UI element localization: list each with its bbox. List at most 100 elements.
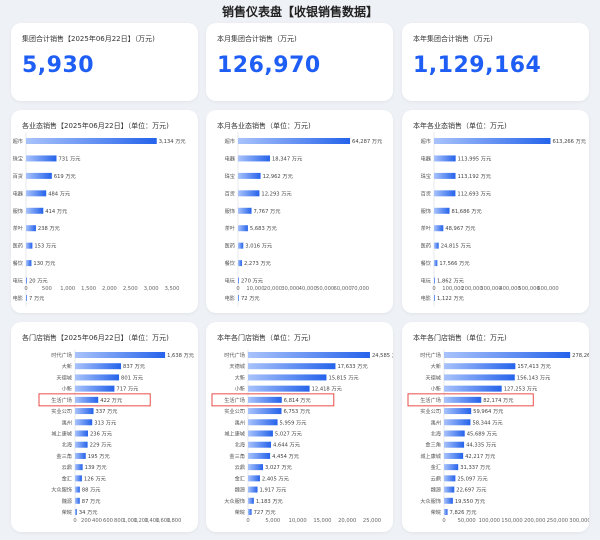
tick-label: 600,000 [537,286,558,292]
bar [75,497,80,504]
tick-label: 600 [103,518,113,524]
category-label: 城上康城 [51,430,73,438]
data-label: 64,287 万元 [352,138,382,145]
tick-label: 70,000 [351,286,369,292]
bar [434,242,439,249]
data-label: 613,266 万元 [553,138,586,145]
category-label: 百货 [421,189,431,197]
bar [26,260,32,267]
bar [248,363,336,370]
bar [75,352,166,358]
bar [26,207,44,214]
category-label: 大众服饰 [420,497,441,505]
data-label: 153 万元 [34,243,56,250]
tick-label: 40,000 [299,286,317,292]
data-label: 59,964 万元 [473,408,503,415]
bar [248,497,254,504]
category-label: 金三角 [425,441,441,449]
category-label: 电玩 [225,277,236,285]
chart-title: 本年各门店销售（单位：万元) [217,334,311,342]
bar [75,430,88,437]
bar [75,363,122,370]
bar [248,385,310,392]
category-label: 天德城 [56,373,72,381]
bar [26,155,57,162]
bar [434,155,456,162]
bar [248,352,370,358]
category-label: 茶叶 [13,224,23,232]
data-label: 7,767 万元 [254,208,281,215]
tick-label: 300,000 [480,286,501,292]
tick-label: 0 [432,286,435,292]
kpi-label: 本月集团合计销售（万元) [217,35,297,43]
category-label: 生活广场 [420,396,441,404]
bar [434,190,456,197]
bar [434,260,438,267]
data-label: 31,337 万元 [460,464,490,471]
data-label: 1,862 万元 [437,278,464,285]
data-label: 801 万元 [121,374,143,381]
bar [434,295,435,301]
category-label: 电器 [13,189,24,197]
highlight-box [38,393,151,407]
bar [238,260,242,267]
bar [444,385,502,392]
tick-label: 1,500 [81,286,96,292]
bar [444,509,448,515]
bar [75,509,77,515]
tick-label: 300,000 [569,518,589,524]
data-label: 157,413 万元 [517,363,550,370]
category-label: 电影 [13,294,23,302]
tick-label: 3,500 [165,286,180,292]
data-label: 619 万元 [54,173,76,180]
bar [444,396,482,403]
tick-label: 500,000 [518,286,539,292]
tick-label: 0 [24,286,27,292]
bar [248,441,272,448]
category-label: 服饰 [421,207,431,215]
kpi-card-year: 本年集团合计销售（万元) 1,129,164 [402,23,589,101]
data-label: 837 万元 [123,363,145,370]
tick-label: 50,000 [458,518,476,524]
bar [444,486,455,493]
bar [248,464,264,471]
data-label: 7,826 万元 [450,509,477,516]
bar [434,207,450,214]
bar [26,295,27,301]
bar [238,242,244,249]
data-label: 18,347 万元 [272,155,302,162]
tick-label: 2,000 [102,286,117,292]
bar [26,172,52,179]
data-label: 1,917 万元 [260,487,287,494]
category-label: 大众服饰 [224,497,245,505]
bar [434,172,456,179]
category-label: 北海 [62,441,72,449]
bar [26,242,33,249]
chart-title: 各业态销售【2025年06月22日】（单位：万元) [22,122,169,130]
bar [248,509,252,515]
category-label: 金三角 [56,452,72,460]
chart-title: 本年各门店销售（单位：万元) [413,334,507,342]
data-label: 25,097 万元 [457,475,487,482]
data-label: 4,454 万元 [272,453,299,460]
tick-label: 0 [246,518,249,524]
data-label: 2,273 万元 [244,260,271,267]
bar [26,225,36,232]
data-label: 113,192 万元 [458,173,491,180]
bar [444,441,465,448]
tick-label: 1,800 [167,518,182,524]
kpi-label: 集团合计销售【2025年06月22日】（万元) [22,35,155,43]
data-label: 731 万元 [58,155,80,162]
bar [75,385,115,392]
tick-label: 1,000 [123,518,138,524]
data-label: 5,959 万元 [280,419,307,426]
data-label: 3,016 万元 [245,243,272,250]
tick-label: 50,000 [316,286,334,292]
category-label: 城上康城 [420,452,442,460]
category-label: 医药 [225,242,235,250]
data-label: 72 万元 [241,295,260,302]
